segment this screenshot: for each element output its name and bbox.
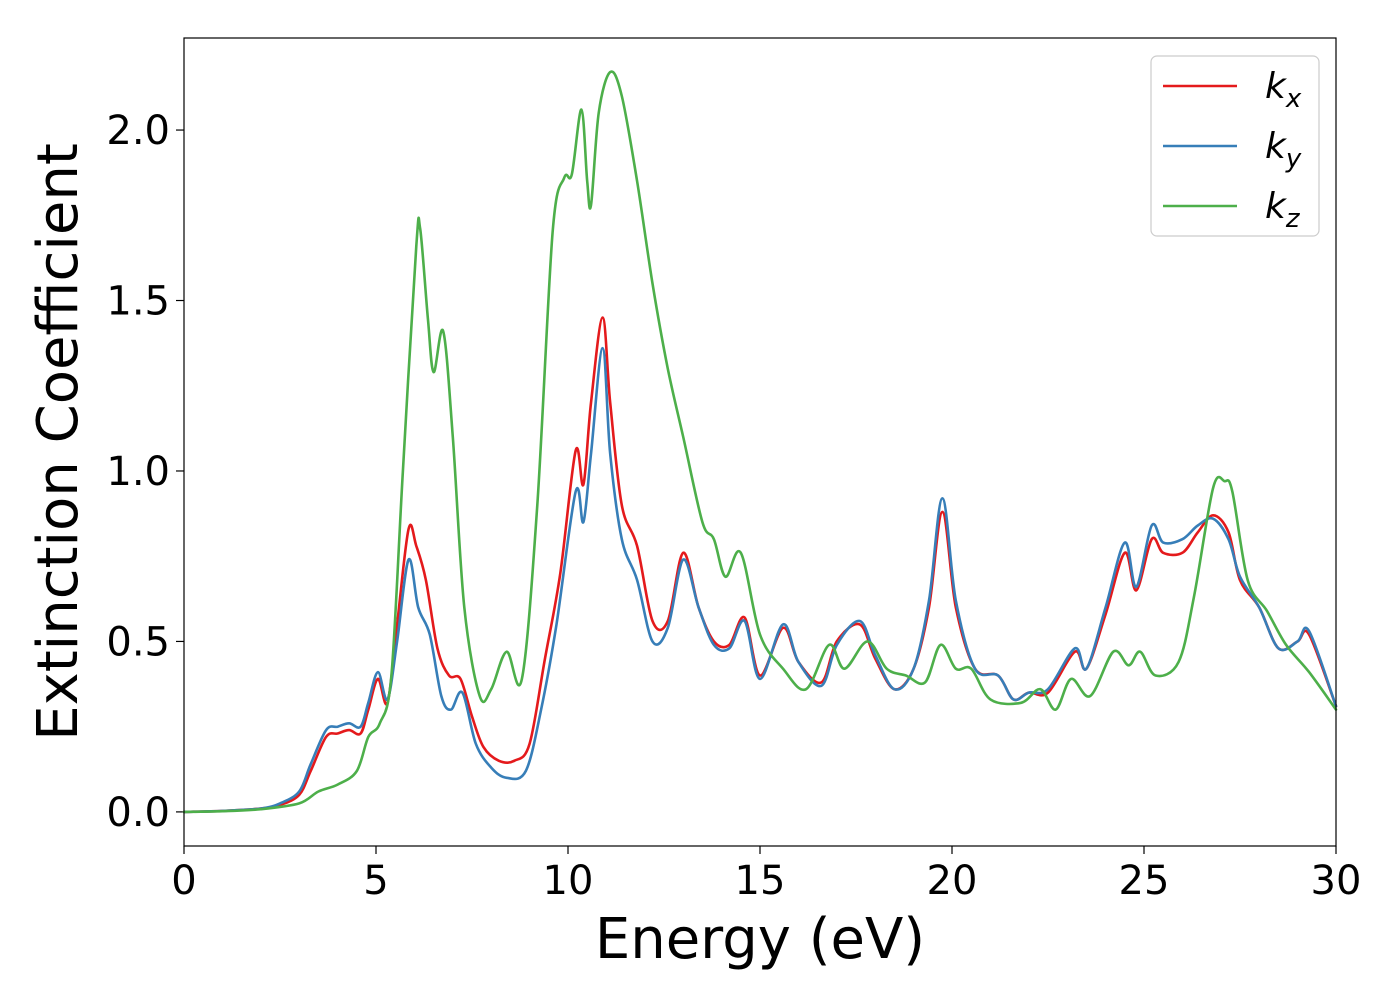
legend-label-subscript: z — [1285, 204, 1301, 234]
x-tick-label: 30 — [1311, 858, 1362, 904]
legend-label-main: k — [1265, 66, 1288, 107]
x-tick-label: 20 — [927, 858, 978, 904]
y-tick-label: 0.0 — [106, 790, 170, 836]
legend-label-subscript: y — [1285, 144, 1302, 174]
y-tick-label: 1.0 — [106, 449, 170, 495]
x-axis-ticks: 0 5 10 15 20 25 30 — [171, 846, 1361, 904]
y-tick-label: 1.5 — [106, 279, 170, 325]
legend-label-subscript: x — [1285, 84, 1302, 114]
x-tick-label: 15 — [735, 858, 786, 904]
series-line-ky — [182, 346, 1338, 814]
legend-label-main: k — [1265, 126, 1288, 167]
legend-label-kz: kz — [1265, 186, 1301, 234]
x-axis-title: Energy (eV) — [595, 907, 925, 972]
y-tick-label: 2.0 — [106, 108, 170, 154]
y-tick-label: 0.5 — [106, 619, 170, 665]
y-axis-title: Extinction Coefficient — [26, 143, 91, 741]
legend-label-ky: ky — [1265, 126, 1302, 174]
x-tick-label: 5 — [363, 858, 388, 904]
series-lines — [182, 70, 1338, 814]
legend-label-kx: kx — [1265, 66, 1302, 114]
y-axis-ticks: 0.0 0.5 1.0 1.5 2.0 — [106, 108, 184, 836]
x-tick-label: 10 — [543, 858, 594, 904]
series-line-kz — [182, 70, 1338, 814]
plot-frame — [183, 37, 1337, 847]
x-tick-label: 25 — [1119, 858, 1170, 904]
legend-label-main: k — [1265, 186, 1288, 227]
plot-area-background — [184, 38, 1336, 846]
x-tick-label: 0 — [171, 858, 196, 904]
series-line-kx — [182, 316, 1338, 814]
